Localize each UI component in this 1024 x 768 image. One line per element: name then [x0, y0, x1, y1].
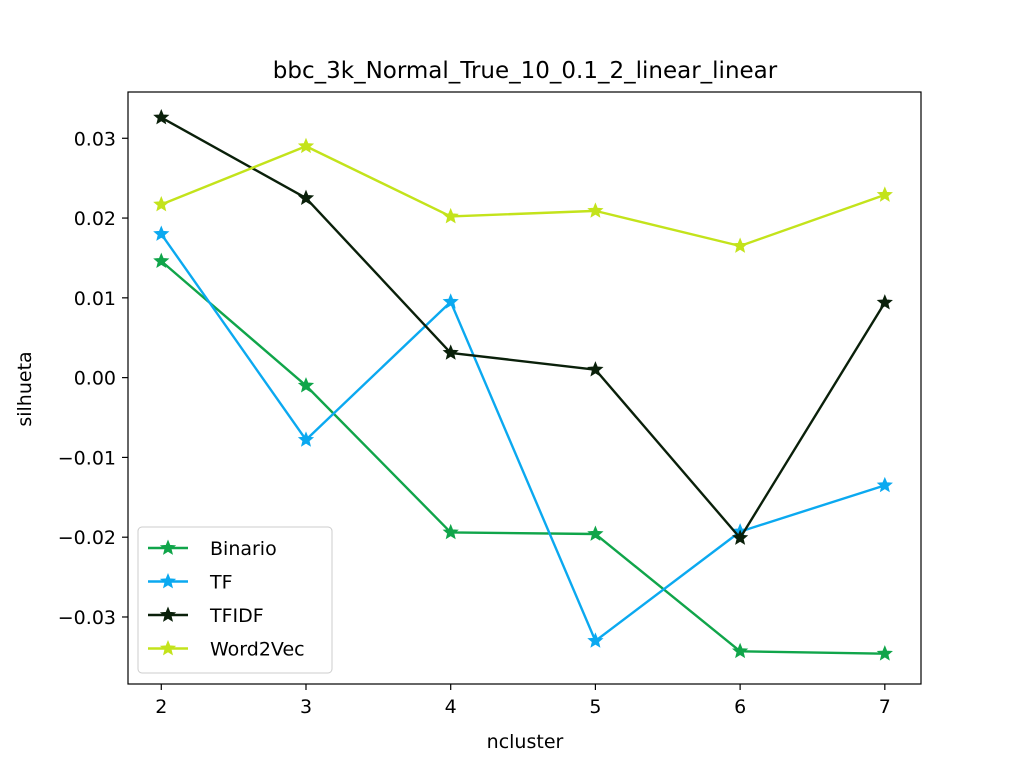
chart-title: bbc_3k_Normal_True_10_0.1_2_linear_linea…	[273, 58, 778, 84]
legend: Binario TF TFIDF Word2Vec	[137, 526, 333, 674]
data-point	[153, 195, 170, 212]
y-tick-label: 0.02	[74, 208, 116, 230]
data-point	[587, 525, 604, 541]
legend-item: Word2Vec	[148, 639, 305, 661]
data-point	[442, 207, 459, 224]
legend-item: Binario	[148, 538, 277, 560]
data-point	[297, 377, 315, 393]
series-tfidf	[153, 109, 893, 545]
x-tick-label: 7	[879, 696, 891, 718]
data-point	[153, 252, 170, 269]
x-tick-label: 5	[589, 696, 601, 718]
y-tick-label: 0.01	[74, 288, 116, 310]
data-point	[297, 189, 315, 206]
data-point	[732, 529, 749, 545]
data-point	[876, 476, 893, 493]
data-point	[876, 645, 893, 661]
data-point	[587, 361, 604, 377]
series-layer	[153, 109, 893, 661]
y-tick-label: 0.03	[74, 128, 116, 150]
series-line	[160, 145, 886, 248]
data-point	[297, 137, 315, 154]
data-point	[732, 237, 749, 253]
data-point	[442, 293, 459, 309]
y-tick-label: −0.03	[58, 607, 116, 629]
legend-marker	[159, 539, 177, 555]
legend-item: TF	[148, 572, 233, 594]
y-tick-label: 0.00	[74, 368, 116, 390]
data-point	[153, 109, 170, 125]
series-line	[160, 233, 886, 643]
x-tick-label: 3	[300, 696, 312, 718]
x-tick-label: 6	[734, 696, 746, 718]
legend-label: TF	[209, 572, 233, 594]
data-point	[876, 294, 893, 310]
legend-label: Word2Vec	[210, 639, 305, 661]
data-point	[732, 642, 749, 659]
series-line	[160, 116, 886, 540]
data-point	[442, 344, 459, 360]
series-line	[160, 260, 885, 655]
x-tick-label: 2	[155, 696, 167, 718]
x-axis-label: ncluster	[487, 731, 564, 753]
data-point	[442, 523, 459, 540]
legend-item: TFIDF	[148, 605, 264, 627]
x-tick-label: 4	[445, 696, 457, 718]
legend-box	[137, 526, 333, 674]
series-binario	[153, 252, 893, 661]
legend-label: Binario	[210, 538, 277, 560]
legend-marker	[159, 572, 177, 589]
data-point	[297, 431, 315, 447]
plot-area-frame	[127, 91, 922, 685]
series-word2vec	[153, 137, 893, 253]
data-point	[153, 225, 170, 241]
data-point	[876, 186, 893, 202]
y-axis-label: silhueta	[14, 351, 36, 426]
axis-ticks: 2 3 4 5 6 7 0.03 0.02 0.01 0.00 −0.01 −0.02 −0.03	[58, 128, 891, 718]
y-tick-label: −0.01	[58, 447, 116, 469]
y-tick-label: −0.02	[58, 527, 116, 549]
data-point	[587, 632, 604, 648]
data-point	[587, 202, 604, 218]
legend-marker	[159, 639, 177, 656]
legend-marker	[159, 606, 177, 622]
legend-label: TFIDF	[209, 605, 264, 627]
